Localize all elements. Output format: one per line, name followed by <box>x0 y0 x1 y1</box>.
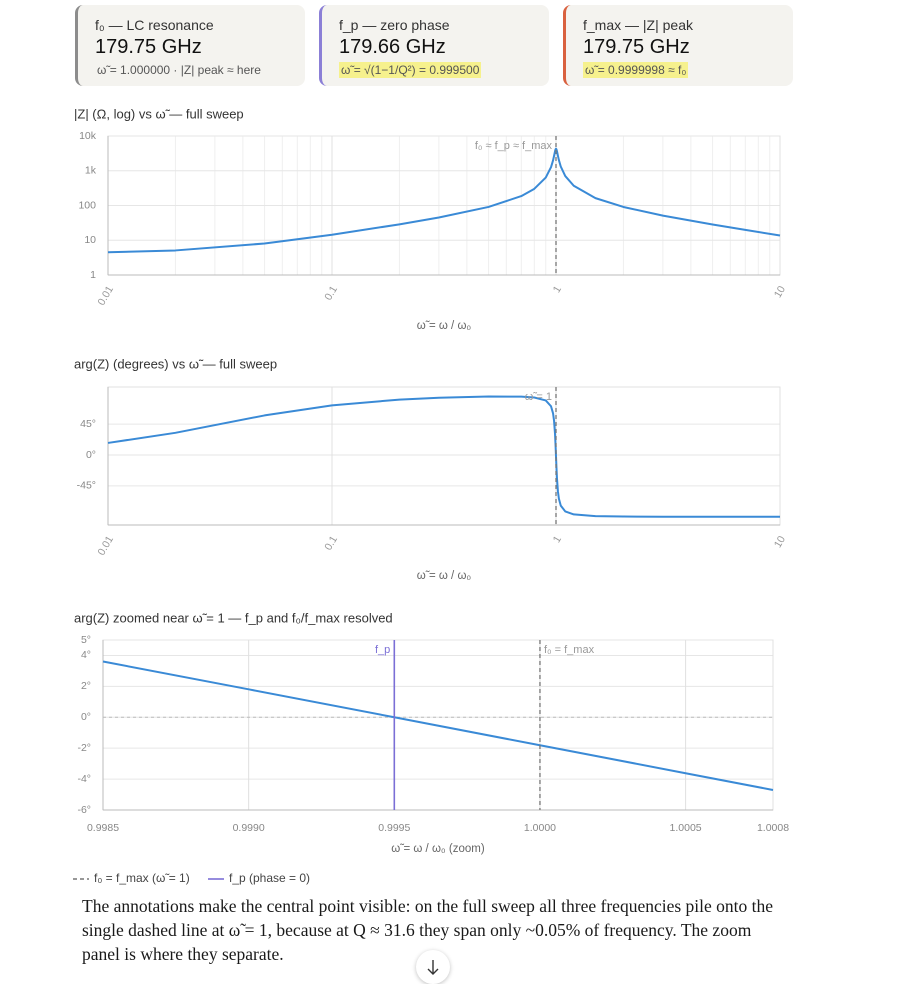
card: f_max — |Z| peak 179.75 GHz ω̃ = 0.99999… <box>563 5 793 86</box>
marker-label: f₀ ≈ f_p ≈ f_max <box>475 140 553 152</box>
card-title: f_max — |Z| peak <box>583 17 693 33</box>
x-tick-label: 0.9995 <box>378 822 410 834</box>
x-tick-label: 0.9990 <box>233 822 265 834</box>
card-value: 179.75 GHz <box>95 36 202 58</box>
scroll-down-button[interactable] <box>416 950 450 984</box>
y-tick-label: 5° <box>81 634 91 646</box>
y-tick-label: 0° <box>81 711 91 723</box>
x-axis-label: ω̃ = ω / ω₀ (zoom) <box>391 843 485 855</box>
x-tick-label: 1 <box>551 534 564 545</box>
chart-title: |Z| (Ω, log) vs ω̃ — full sweep <box>74 106 244 121</box>
y-tick-label: -2° <box>77 742 91 754</box>
x-tick-label: 10 <box>772 284 788 300</box>
x-tick-label: 1 <box>551 284 564 295</box>
y-tick-label: 2° <box>81 680 91 692</box>
charts: |Z| (Ω, log) vs ω̃ — full sweep 1 10 100 1k 1… <box>73 106 789 885</box>
x-axis-label: ω̃ = ω / ω₀ <box>417 570 472 582</box>
marker-label: f_p <box>375 644 390 656</box>
data-line <box>102 660 774 791</box>
chart-title: arg(Z) zoomed near ω̃ = 1 — f_p and f₀/f… <box>74 610 393 625</box>
y-tick-label: -6° <box>77 804 91 816</box>
data-line <box>107 147 781 254</box>
y-tick-label: 10k <box>79 130 97 142</box>
y-tick-label: 0° <box>86 449 96 461</box>
x-tick-label: 0.1 <box>322 284 340 303</box>
legend-label: f_p (phase = 0) <box>229 871 310 885</box>
arrow-icon <box>427 960 439 975</box>
chart-title: arg(Z) (degrees) vs ω̃ — full sweep <box>74 356 277 371</box>
plot-frame <box>107 386 781 526</box>
y-tick-label: 45° <box>80 418 96 430</box>
card-value: 179.75 GHz <box>583 36 690 58</box>
x-tick-label: 0.1 <box>322 534 340 553</box>
card-note: ω̃ = 0.9999998 ≈ f₀ <box>583 62 689 78</box>
x-axis-label: ω̃ = ω / ω₀ <box>417 320 472 332</box>
legend-label: f₀ = f_max (ω̃ = 1) <box>94 871 190 885</box>
x-tick-label: 10 <box>772 534 788 550</box>
x-tick-label: 0.9985 <box>87 822 119 834</box>
marker-label: ω̃ = 1 <box>525 391 552 403</box>
y-tick-label: 1 <box>90 269 96 281</box>
marker-label: f₀ = f_max <box>544 644 595 656</box>
card-note: ω̃ = √(1−1/Q²) = 0.999500 <box>339 62 482 78</box>
y-tick-label: 4° <box>81 649 91 661</box>
data-line <box>107 395 781 518</box>
x-tick-label: 1.0008 <box>757 822 789 834</box>
card-note: ω̃ = 1.000000 · |Z| peak ≈ here <box>97 63 261 77</box>
card: f_p — zero phase 179.66 GHz ω̃ = √(1−1/Q… <box>319 5 549 86</box>
x-tick-label: 1.0005 <box>670 822 702 834</box>
y-tick-label: -45° <box>77 480 96 492</box>
y-tick-label: 10 <box>84 234 96 246</box>
x-tick-label: 0.01 <box>95 284 116 308</box>
y-tick-label: 100 <box>78 199 96 211</box>
card: f₀ — LC resonance 179.75 GHz ω̃ = 1.0000… <box>75 5 305 86</box>
y-tick-label: 1k <box>85 165 97 177</box>
paragraph: The annotations make the central point v… <box>82 896 774 964</box>
x-tick-label: 1.0000 <box>524 822 556 834</box>
card-value: 179.66 GHz <box>339 36 446 58</box>
card-title: f_p — zero phase <box>339 17 450 33</box>
x-tick-label: 0.01 <box>95 534 116 558</box>
card-title: f₀ — LC resonance <box>95 17 214 33</box>
y-tick-label: -4° <box>77 773 91 785</box>
